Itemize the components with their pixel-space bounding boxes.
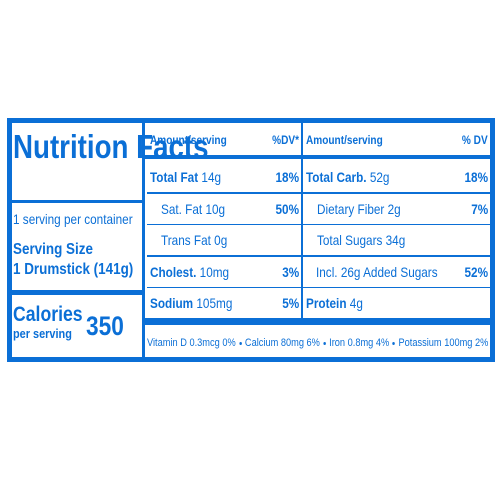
calories-sublabel: per serving xyxy=(13,326,72,341)
rule xyxy=(12,200,142,203)
nutrient-amount: 0g xyxy=(214,232,228,248)
separator xyxy=(323,341,326,345)
nutrient: Cholest. 10mg xyxy=(150,265,229,279)
micronutrient: Vitamin D 0.3mcg 0% xyxy=(147,337,236,349)
nutrient-dv: 3% xyxy=(282,263,299,280)
nutrient-amount: 10g xyxy=(205,200,226,217)
header-rule xyxy=(145,155,490,159)
serving-size-value: 1 Drumstick (141g) xyxy=(13,261,134,278)
nutrient: Sodium 105mg xyxy=(150,296,232,310)
column-divider xyxy=(301,123,303,318)
nutrient: Total Carb. 52g xyxy=(306,170,389,184)
nutrient-name: Trans Fat xyxy=(161,232,211,248)
border-left xyxy=(7,118,12,362)
row-rule xyxy=(147,286,301,288)
nutrient-amount: 34g xyxy=(385,232,406,248)
nutrient-name: Protein xyxy=(306,295,347,311)
row-rule xyxy=(303,192,490,194)
separator xyxy=(239,341,242,345)
amount-header: Amount/serving xyxy=(150,133,227,147)
nutrient-name: Total Sugars xyxy=(317,232,383,248)
calories-label: Calories xyxy=(13,303,83,326)
nutrient-name: Sat. Fat xyxy=(161,200,203,217)
dv-header: %DV* xyxy=(272,133,299,147)
border-bottom xyxy=(7,357,495,362)
nutrient-amount: 52g xyxy=(369,169,390,185)
calories-value: 350 xyxy=(86,311,124,341)
nutrient-name: Sodium xyxy=(150,295,194,311)
nutrient-amount: 2g xyxy=(387,200,401,217)
servings: 1 serving per container xyxy=(13,211,133,227)
micronutrients: Vitamin D 0.3mcg 0% Calcium 80mg 6% Iron 0… xyxy=(147,338,488,349)
nutrient: Incl. 26g Added Sugars xyxy=(316,265,438,279)
nutrient-name: Incl. 26g Added Sugars xyxy=(316,263,438,280)
row-rule xyxy=(303,223,490,225)
footer-rule xyxy=(145,318,490,325)
row-rule xyxy=(147,223,301,225)
nutrient: Protein 4g xyxy=(306,296,363,310)
nutrient-dv: 5% xyxy=(282,295,299,311)
row-rule xyxy=(303,286,490,288)
micronutrient: Potassium 100mg 2% xyxy=(398,337,489,349)
nutrient-name: Cholest. xyxy=(150,263,197,280)
row-rule xyxy=(147,255,301,257)
row-rule xyxy=(303,255,490,257)
nutrient-amount: 105mg xyxy=(196,295,233,311)
rule-thick xyxy=(12,290,142,295)
nutrient-name: Dietary Fiber xyxy=(317,200,385,217)
nutrient: Total Sugars 34g xyxy=(317,233,405,247)
divider xyxy=(142,118,145,362)
serving-size-label: Serving Size xyxy=(13,241,93,258)
nutrient-amount: 4g xyxy=(349,295,363,311)
border-right xyxy=(490,118,495,362)
nutrient: Sat. Fat 10g xyxy=(161,202,225,216)
nutrient-name: Total Fat xyxy=(150,169,199,185)
nutrient: Total Fat 14g xyxy=(150,170,221,184)
border-top xyxy=(7,118,495,123)
separator xyxy=(392,341,396,345)
nutrient-dv: 18% xyxy=(275,169,299,185)
nutrient-amount: 10mg xyxy=(199,263,230,280)
nutrient-name: Total Carb. xyxy=(306,169,367,185)
nutrient-dv: 7% xyxy=(471,200,488,217)
micronutrient: Calcium 80mg 6% xyxy=(244,337,320,349)
dv-header: % DV xyxy=(462,133,488,147)
nutrient-amount: 14g xyxy=(201,169,222,185)
nutrient: Trans Fat 0g xyxy=(161,233,227,247)
micronutrient: Iron 0.8mg 4% xyxy=(329,337,390,349)
row-rule xyxy=(147,192,301,194)
nutrient-dv: 50% xyxy=(275,200,299,217)
amount-header: Amount/serving xyxy=(306,133,383,147)
nutrient-dv: 18% xyxy=(464,169,488,185)
nutrient-dv: 52% xyxy=(464,263,488,280)
nutrient: Dietary Fiber 2g xyxy=(317,202,401,216)
